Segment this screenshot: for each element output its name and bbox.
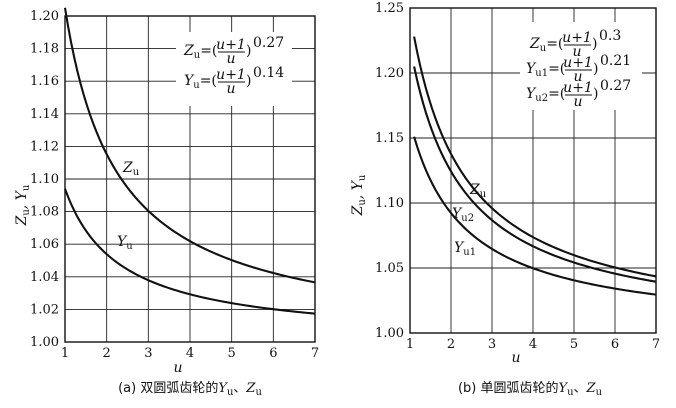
svg-text:): ) [246,73,251,89]
svg-text:0.21: 0.21 [600,53,631,69]
chart-a-x-tick-label: 7 [311,346,319,361]
svg-text:): ) [593,61,598,77]
chart-b-x-tick-label: 7 [652,337,660,352]
chart-b-series-label-yu2: Yu2 [452,206,474,224]
chart-a-y-tick-label: 1.16 [30,74,59,89]
svg-text:Zu=(: Zu=( [183,43,217,61]
svg-text:u: u [572,44,581,60]
chart-b-x-tick-label: 6 [611,337,619,352]
chart-b-formula-2: Yu1=( u+1 u ) 0.21 [526,53,631,85]
chart-a-y-tick-label: 1.08 [30,205,59,220]
chart-b-y-tick-label: 1.15 [375,131,404,146]
chart-b-x-tick-labels: 1 2 3 4 5 6 7 [406,337,660,352]
svg-text:0.27: 0.27 [600,78,631,94]
chart-b-caption: (b) 单圆弧齿轮的Yu、Zu [458,380,603,398]
chart-a: 1.00 1.02 1.04 1.06 1.08 1.10 1.12 1.14 1.16 1.18… [14,7,319,398]
chart-a-y-tick-labels: 1.00 1.02 1.04 1.06 1.08 1.10 1.12 1.14 1.16 1.18… [30,9,59,350]
svg-text:u: u [573,94,582,110]
svg-text:u: u [226,81,235,97]
chart-a-y-tick-label: 1.18 [30,42,59,57]
chart-b-y-axis-label: Zu, Yu [350,174,368,216]
chart-b-y-tick-label: 1.20 [375,66,404,81]
chart-a-series-zu [63,7,316,284]
chart-a-x-axis-label: u [173,360,182,376]
chart-a-formula-2: Yu=( u+1 u ) 0.14 [184,65,284,97]
chart-b-series-zu [413,36,657,278]
chart-b-x-tick-label: 5 [570,337,578,352]
svg-text:u+1: u+1 [562,30,592,46]
chart-a-x-tick-label: 5 [228,346,236,361]
chart-b-series-yu2 [413,66,657,283]
svg-text:u+1: u+1 [216,37,246,53]
chart-a-y-tick-label: 1.00 [30,335,59,350]
chart-a-series-yu [64,188,316,315]
svg-text:0.27: 0.27 [253,35,284,51]
svg-text:Yu1=(: Yu1=( [526,61,565,79]
chart-b-x-axis-label: u [511,350,520,366]
chart-a-y-axis-label: Zu, Yu [14,184,32,226]
chart-a-formula-box [176,32,292,106]
chart-a-y-tick-label: 1.20 [30,9,59,24]
chart-a-y-tick-label: 1.12 [30,139,59,154]
chart-a-x-tick-labels: 1 2 3 4 5 6 7 [61,346,319,361]
chart-a-x-tick-label: 3 [144,346,152,361]
svg-text:u: u [226,51,235,67]
svg-text:Yu=(: Yu=( [184,73,217,91]
chart-a-y-tick-label: 1.14 [30,107,59,122]
chart-b-series-yu1 [413,136,657,296]
chart-a-series-label-yu: Yu [117,234,133,252]
chart-b-y-tick-label: 1.25 [375,1,404,16]
chart-a-curves [63,7,316,315]
chart-a-y-tick-label: 1.06 [30,237,59,252]
chart-b-x-tick-label: 1 [406,337,414,352]
chart-b-frame [409,7,657,334]
chart-b-x-tick-label: 4 [529,337,537,352]
chart-b-y-tick-labels: 1.00 1.05 1.10 1.15 1.20 1.25 [375,1,404,341]
chart-b-series-label-zu: Zu [469,182,487,200]
chart-a-caption: (a) 双圆弧齿轮的Yu、Zu [118,380,262,398]
chart-b-curves [413,36,657,296]
svg-text:u: u [573,69,582,85]
chart-a-frame [64,15,316,343]
svg-text:u+1: u+1 [216,67,246,83]
chart-b-formula-3: Yu2=( u+1 u ) 0.27 [526,78,631,110]
chart-b-x-tick-label: 3 [488,337,496,352]
chart-b-series-label-yu1: Yu1 [454,240,476,258]
chart-a-y-tick-label: 1.10 [30,172,59,187]
chart-b-formula-1: Zu=( u+1 u ) 0.3 [529,28,621,60]
chart-b-y-tick-label: 1.05 [375,261,404,276]
chart-a-series-label-zu: Zu [122,160,140,178]
svg-text:0.14: 0.14 [253,65,284,81]
chart-a-y-tick-label: 1.04 [30,270,59,285]
svg-text:u+1: u+1 [563,80,593,96]
chart-a-formula-1: Zu=( u+1 u ) 0.27 [183,35,284,67]
svg-text:): ) [592,36,597,52]
chart-a-x-tick-label: 2 [103,346,111,361]
svg-text:): ) [246,43,251,59]
svg-text:Zu=(: Zu=( [529,36,563,54]
chart-b-y-tick-label: 1.00 [375,326,404,341]
svg-text:u+1: u+1 [563,55,593,71]
svg-text:Yu2=(: Yu2=( [526,86,565,104]
chart-a-x-tick-label: 4 [186,346,194,361]
chart-a-y-tick-label: 1.02 [30,302,59,317]
chart-a-x-tick-label: 6 [269,346,277,361]
svg-text:): ) [593,86,598,102]
chart-b-y-tick-label: 1.10 [375,196,404,211]
chart-a-x-tick-label: 1 [61,346,69,361]
chart-b-x-tick-label: 2 [447,337,455,352]
svg-text:0.3: 0.3 [599,28,621,44]
